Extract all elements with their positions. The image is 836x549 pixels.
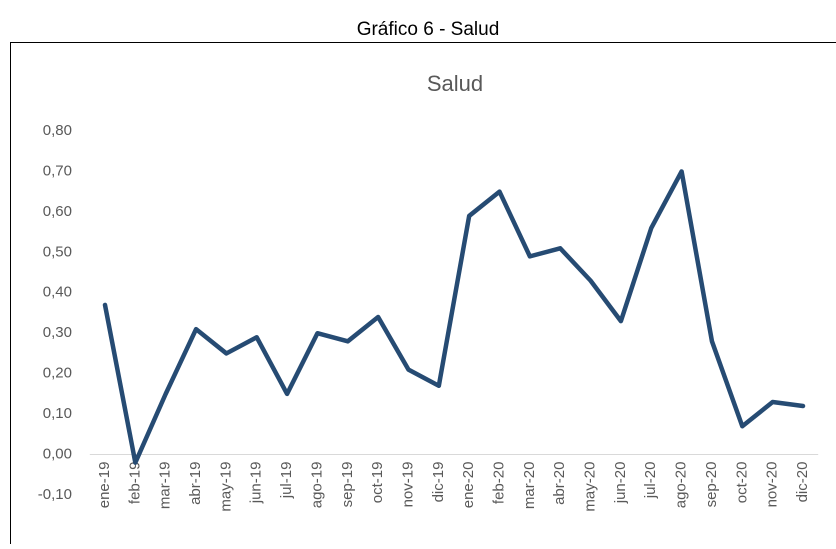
- x-tick-label: ago-20: [673, 462, 690, 509]
- y-tick-label: 0,30: [43, 324, 72, 341]
- x-tick-label: abr-19: [187, 462, 204, 505]
- y-tick-label: 0,40: [43, 284, 72, 301]
- x-tick-label: ago-19: [308, 462, 325, 509]
- x-tick-label: feb-19: [126, 462, 143, 505]
- x-tick-label: nov-19: [399, 462, 416, 508]
- y-tick-label: 0,50: [43, 243, 72, 260]
- x-tick-label: dic-20: [794, 462, 811, 503]
- y-tick-label: 0,70: [43, 162, 72, 179]
- x-tick-label: ene-20: [460, 462, 477, 509]
- x-tick-label: ene-19: [96, 462, 113, 509]
- y-tick-label: 0,00: [43, 446, 72, 463]
- x-tick-label: jun-20: [612, 462, 629, 505]
- y-tick-label: 0,60: [43, 203, 72, 220]
- page-heading: Gráfico 6 - Salud: [357, 19, 500, 40]
- x-tick-label: jun-19: [248, 462, 265, 505]
- x-tick-label: mar-20: [521, 462, 538, 510]
- y-tick-label: 0,80: [43, 122, 72, 139]
- x-tick-label: sep-20: [703, 462, 720, 508]
- x-tick-label: may-19: [217, 462, 234, 512]
- x-tick-label: mar-19: [157, 462, 174, 510]
- x-tick-label: jul-20: [642, 462, 659, 500]
- x-tick-label: oct-19: [369, 462, 386, 504]
- x-tick-label: nov-20: [764, 462, 781, 508]
- y-tick-label: 0,10: [43, 405, 72, 422]
- data-line: [105, 171, 803, 462]
- x-tick-label: abr-20: [551, 462, 568, 505]
- chart-title: Salud: [427, 71, 483, 96]
- y-tick-label: -0,10: [38, 486, 72, 503]
- x-tick-label: may-20: [582, 462, 599, 512]
- x-tick-label: oct-20: [733, 462, 750, 504]
- x-tick-label: dic-19: [430, 462, 447, 503]
- x-tick-label: jul-19: [278, 462, 295, 500]
- y-tick-label: 0,20: [43, 365, 72, 382]
- x-tick-label: feb-20: [490, 462, 507, 505]
- x-tick-label: sep-19: [339, 462, 356, 508]
